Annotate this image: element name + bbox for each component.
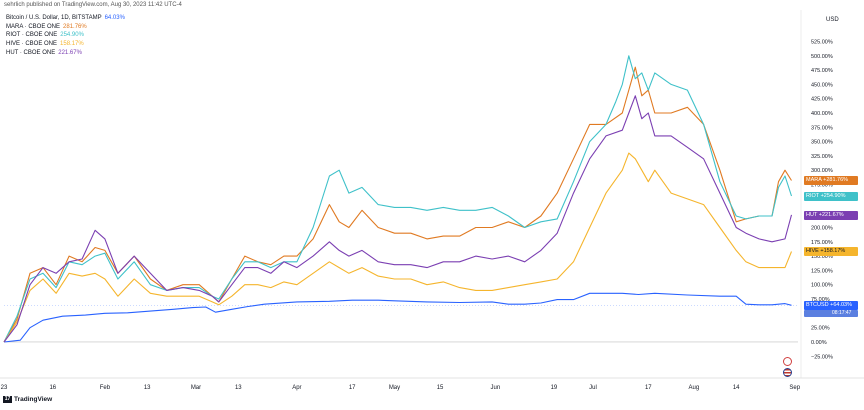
y-tick-label: 200.00% xyxy=(811,225,833,231)
currency-label[interactable]: USD xyxy=(826,17,839,23)
series-line-btcusd xyxy=(3,292,792,343)
legend-label: HIVE · CBOE ONE xyxy=(6,41,58,48)
flag-icon[interactable] xyxy=(783,357,792,366)
legend-label: HUT · CBOE ONE xyxy=(6,49,56,56)
price-tag-mara[interactable]: MARA +281.76% xyxy=(804,176,858,186)
price-tag-countdown: 08:17:47 xyxy=(804,309,858,317)
x-tick-label: 13 xyxy=(235,385,242,391)
legend-label: MARA · CBOE ONE xyxy=(6,23,61,30)
price-tag-symbol: MARA xyxy=(806,177,824,184)
y-tick-label: 100.00% xyxy=(811,283,833,289)
y-tick-label: 350.00% xyxy=(811,140,833,146)
grid-layer xyxy=(4,305,798,343)
legend-label: RIOT · CBOE ONE xyxy=(6,32,58,39)
price-tag-btcusd[interactable]: BTCUSD +64.03% xyxy=(804,300,858,310)
price-tag-riot[interactable]: RIOT +254.90% xyxy=(804,191,858,201)
publisher-info: sehrlich published on TradingView.com, A… xyxy=(4,2,182,8)
price-tag-value: +158.17% xyxy=(820,247,846,254)
y-tick-label: 125.00% xyxy=(811,268,833,274)
legend-row-btc[interactable]: Bitcoin / U.S. Dollar, 1D, BITSTAMP 64.03… xyxy=(6,14,125,23)
legend: Bitcoin / U.S. Dollar, 1D, BITSTAMP 64.03… xyxy=(6,14,125,58)
legend-value: 158.17% xyxy=(60,41,84,48)
legend-value: 221.67% xyxy=(58,49,82,56)
x-tick-label: May xyxy=(389,385,400,391)
x-tick-label: Apr xyxy=(292,385,301,391)
us-flag-icon[interactable] xyxy=(783,368,792,377)
price-tag-symbol: RIOT xyxy=(806,192,821,199)
y-tick-label: 275.00% xyxy=(811,183,833,189)
y-tick-label: 450.00% xyxy=(811,82,833,88)
y-tick-label: −25.00% xyxy=(811,354,833,360)
y-tick-label: 400.00% xyxy=(811,111,833,117)
x-tick-label: Sep xyxy=(789,385,800,391)
legend-value: 281.76% xyxy=(63,23,87,30)
price-tag-hut[interactable]: HUT +221.67% xyxy=(804,210,858,220)
branding-text: TradingView xyxy=(14,396,53,404)
y-tick-label: 325.00% xyxy=(811,154,833,160)
series-line-hive xyxy=(3,152,793,343)
price-tag-value: +281.76% xyxy=(823,177,849,184)
legend-row-hive[interactable]: HIVE · CBOE ONE 158.17% xyxy=(6,40,125,49)
x-tick-label: 23 xyxy=(1,385,8,391)
x-tick-label: 14 xyxy=(733,385,740,391)
series-layer xyxy=(3,55,793,343)
price-tag-value: +221.67% xyxy=(818,211,844,218)
y-tick-label: 375.00% xyxy=(811,125,833,131)
legend-value: 64.03% xyxy=(104,15,125,21)
legend-label: Bitcoin / U.S. Dollar, 1D, BITSTAMP xyxy=(6,15,102,21)
y-tick-label: 25.00% xyxy=(811,326,830,332)
tradingview-logo-icon: 17 xyxy=(3,396,12,403)
x-tick-label: 17 xyxy=(349,385,356,391)
price-tag-value: +64.03% xyxy=(830,301,853,308)
legend-row-riot[interactable]: RIOT · CBOE ONE 254.90% xyxy=(6,31,125,40)
y-tick-label: 150.00% xyxy=(811,254,833,260)
tradingview-logo[interactable]: 17 TradingView xyxy=(3,396,52,403)
x-tick-label: 17 xyxy=(645,385,652,391)
x-tick-label: Feb xyxy=(100,385,111,391)
y-tick-label: 75.00% xyxy=(811,297,830,303)
legend-row-hut[interactable]: HUT · CBOE ONE 221.67% xyxy=(6,49,125,58)
x-tick-label: 19 xyxy=(551,385,558,391)
y-tick-label: 300.00% xyxy=(811,168,833,174)
x-tick-label: 16 xyxy=(49,385,56,391)
x-tick-label: Jul xyxy=(589,385,597,391)
x-tick-label: Mar xyxy=(191,385,201,391)
y-tick-label: 0.00% xyxy=(811,340,827,346)
y-tick-label: 175.00% xyxy=(811,240,833,246)
series-line-riot xyxy=(3,55,793,343)
price-tag-hive[interactable]: HIVE +158.17% xyxy=(804,246,858,256)
x-tick-label: Jun xyxy=(491,385,501,391)
y-tick-label: 500.00% xyxy=(811,54,833,60)
y-tick-label: 525.00% xyxy=(811,39,833,45)
legend-value: 254.90% xyxy=(60,32,84,39)
price-tag-symbol: HUT xyxy=(806,211,819,218)
y-tick-label: 475.00% xyxy=(811,68,833,74)
series-line-hut xyxy=(3,95,793,343)
x-tick-label: 15 xyxy=(437,385,444,391)
x-tick-label: 13 xyxy=(144,385,151,391)
price-tag-symbol: BTCUSD xyxy=(806,301,831,308)
x-tick-label: Aug xyxy=(689,385,700,391)
y-tick-label: 425.00% xyxy=(811,97,833,103)
price-tag-symbol: HIVE xyxy=(806,247,821,254)
price-tag-value: +254.90% xyxy=(820,192,846,199)
axis-layer: 525.00% 500.00% 475.00% 450.00% 425.00% 400.0… xyxy=(0,10,864,391)
legend-row-mara[interactable]: MARA · CBOE ONE 281.76% xyxy=(6,23,125,32)
